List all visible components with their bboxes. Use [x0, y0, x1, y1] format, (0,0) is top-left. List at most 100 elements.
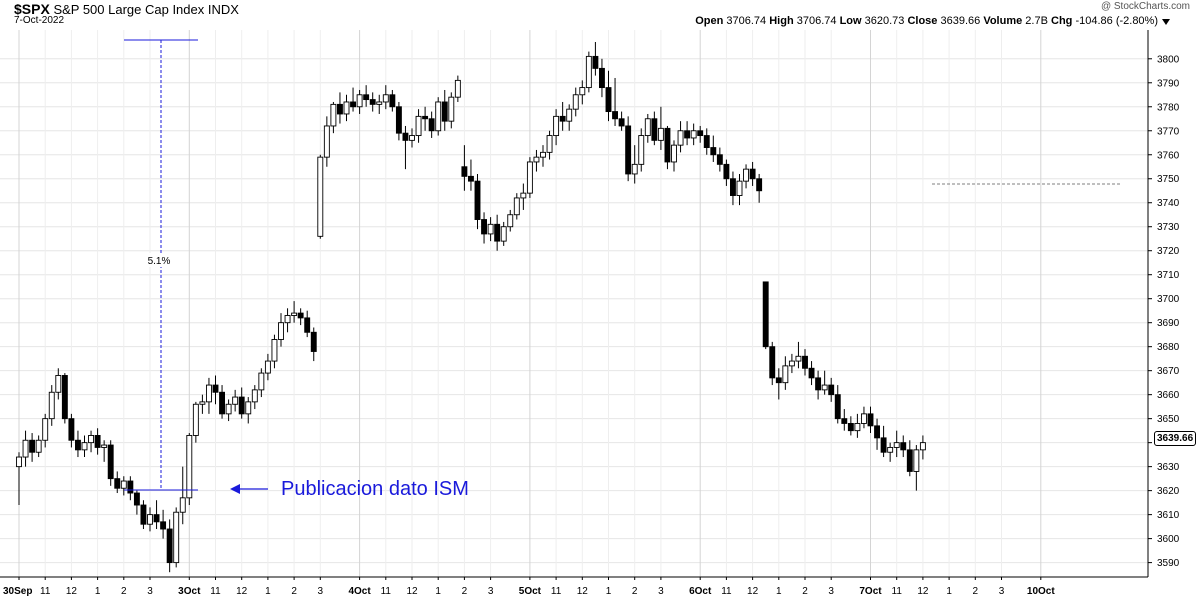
y-tick-label: 3760: [1157, 150, 1180, 161]
x-tick-label: 10Oct: [1027, 586, 1055, 597]
candle-down: [369, 92, 376, 112]
candle-down: [481, 212, 487, 244]
chart-symbol-line: $SPX S&P 500 Large Cap Index INDX: [14, 1, 239, 17]
candle-body: [703, 135, 710, 149]
x-tick-label: 2: [291, 586, 297, 597]
candle-up: [533, 149, 540, 172]
candle-body: [68, 418, 75, 441]
ticker-symbol: $SPX: [14, 1, 50, 17]
candle-down: [461, 145, 468, 191]
candle-down: [900, 435, 907, 458]
candle-up: [887, 442, 894, 462]
close-value: 3639.66: [940, 15, 981, 27]
candle-up: [186, 433, 193, 506]
candle-up: [690, 123, 697, 146]
candle-down: [166, 519, 173, 573]
high-value: 3706.74: [796, 15, 837, 27]
candle-up: [415, 109, 422, 143]
candle-down: [363, 85, 370, 107]
candle-body: [605, 87, 612, 113]
candle-body: [395, 106, 402, 134]
candle-body: [559, 115, 566, 122]
dropdown-arrow-icon[interactable]: [1162, 19, 1170, 25]
chart-date: 7-Oct-2022: [14, 15, 65, 26]
candle-body: [684, 130, 691, 139]
candle-down: [730, 171, 736, 206]
candle-down: [61, 373, 68, 424]
chg-value: -104.86 (-2.80%): [1075, 15, 1158, 27]
candle-body: [205, 384, 212, 403]
candle-body: [585, 55, 592, 89]
candle-body: [192, 403, 199, 436]
candle-up: [893, 430, 900, 458]
candle-body: [612, 111, 618, 120]
y-tick-label: 3730: [1157, 222, 1180, 233]
candle-body: [428, 118, 435, 132]
candle-body: [212, 384, 219, 393]
candle-layer: [16, 41, 926, 573]
candle-body: [166, 528, 173, 564]
candle-body: [782, 365, 789, 384]
candle-body: [356, 94, 363, 108]
candle-down: [153, 500, 160, 530]
x-tick-label: 3: [318, 586, 324, 597]
low-value: 3620.73: [864, 15, 905, 27]
candle-body: [867, 413, 874, 427]
y-tick-label: 3780: [1157, 102, 1180, 113]
candle-body: [749, 168, 756, 180]
candle-body: [880, 437, 887, 453]
candle-body: [225, 403, 232, 415]
candle-body: [828, 384, 835, 396]
candle-down: [127, 476, 134, 501]
candle-down: [723, 159, 730, 186]
candle-body: [507, 214, 514, 228]
candle-body: [101, 444, 108, 448]
candle-body: [474, 180, 481, 220]
candle-up: [736, 173, 743, 206]
candle-body: [81, 442, 88, 451]
candle-body: [893, 442, 900, 448]
candle-up: [88, 430, 95, 453]
candle-down: [337, 92, 343, 124]
candle-body: [323, 125, 330, 158]
candle-body: [107, 444, 114, 480]
candle-body: [906, 449, 913, 472]
candle-body: [271, 339, 278, 362]
x-tick-label: 11: [210, 586, 221, 597]
candle-up: [232, 389, 239, 412]
candle-down: [468, 159, 474, 191]
candle-body: [232, 396, 239, 405]
candle-body: [382, 94, 389, 103]
candle-body: [861, 413, 867, 424]
candle-up: [22, 430, 29, 467]
candle-up: [291, 301, 298, 323]
candle-up: [448, 92, 455, 129]
candle-down: [651, 111, 658, 146]
candle-body: [625, 125, 632, 175]
candle-up: [382, 85, 389, 110]
candle-body: [402, 132, 409, 141]
candle-up: [147, 507, 153, 532]
candle-body: [350, 101, 356, 108]
candle-body: [94, 435, 101, 448]
candle-down: [389, 89, 396, 112]
candle-down: [815, 370, 822, 400]
candle-body: [173, 511, 180, 564]
candle-down: [304, 310, 311, 338]
candle-down: [841, 409, 848, 431]
candle-down: [664, 125, 671, 170]
candle-body: [264, 360, 271, 374]
candle-body: [88, 435, 95, 444]
y-tick-label: 3740: [1157, 198, 1180, 209]
x-tick-label: 1: [265, 586, 271, 597]
candle-up: [657, 106, 664, 150]
candle-up: [788, 353, 795, 374]
candle-body: [422, 115, 429, 120]
candle-body: [468, 175, 474, 182]
candle-body: [664, 127, 671, 163]
candle-up: [677, 121, 684, 153]
candle-up: [278, 313, 284, 347]
x-tick-label: 2: [121, 586, 127, 597]
x-tick-label: 1: [606, 586, 612, 597]
